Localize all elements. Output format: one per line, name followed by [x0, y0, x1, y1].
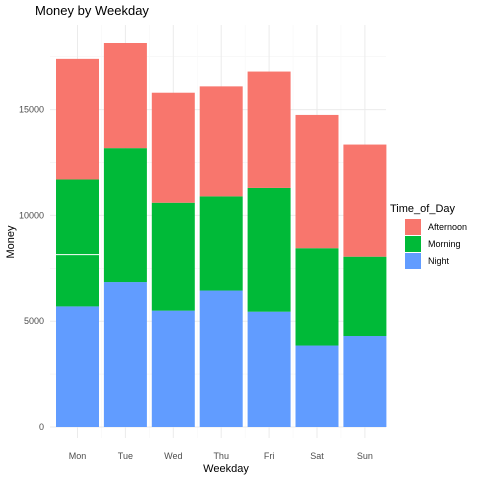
- legend-label-night: Night: [428, 256, 450, 266]
- x-tick-label: Thu: [213, 451, 229, 461]
- bar-segment-afternoon: [247, 71, 291, 188]
- legend-key-morning: [405, 236, 421, 252]
- bar-segment-morning: [56, 179, 99, 307]
- y-axis-title: Money: [5, 225, 17, 259]
- x-tick-label: Sun: [357, 451, 373, 461]
- bar-segment-afternoon: [295, 114, 339, 249]
- bar-segment-morning: [151, 202, 195, 311]
- bar-segment-night: [103, 282, 147, 427]
- x-axis-title: Weekday: [203, 463, 249, 475]
- legend-key-night: [405, 253, 421, 269]
- chart-title: Money by Weekday: [35, 3, 149, 18]
- bar-segment-morning: [343, 256, 387, 337]
- bar-segment-night: [151, 310, 195, 427]
- bar-segment-night: [343, 336, 387, 427]
- legend-label-morning: Morning: [428, 239, 461, 249]
- legend-title: Time_of_Day: [390, 203, 456, 215]
- y-tick-label: 10000: [19, 210, 44, 220]
- x-tick-label: Wed: [164, 451, 182, 461]
- y-tick-label: 15000: [19, 105, 44, 115]
- y-tick-label: 0: [39, 422, 44, 432]
- bar-segment-afternoon: [343, 144, 387, 257]
- bar-segment-morning: [295, 248, 339, 346]
- legend-key-afternoon: [405, 219, 421, 235]
- bar-segment-afternoon: [199, 86, 243, 197]
- bar-segment-morning: [199, 196, 243, 291]
- bar-segment-morning: [103, 148, 147, 283]
- x-tick-label: Tue: [118, 451, 133, 461]
- x-tick-label: Mon: [69, 451, 87, 461]
- legend: Time_of_Day Afternoon Morning Night: [390, 203, 467, 269]
- bar-segment-night: [199, 290, 243, 427]
- bar-segment-afternoon: [151, 92, 195, 203]
- x-tick-label: Sat: [310, 451, 324, 461]
- x-tick-label: Fri: [264, 451, 275, 461]
- bar-segment-afternoon: [56, 58, 99, 180]
- bar-segment-night: [56, 306, 99, 427]
- bar-segment-morning: [247, 187, 291, 312]
- bar-segment-night: [247, 311, 291, 427]
- bar-segment-afternoon: [103, 43, 147, 149]
- y-tick-label: 5000: [24, 316, 44, 326]
- legend-label-afternoon: Afternoon: [428, 222, 467, 232]
- plot-panel: 0 5000 10000 15000 Mon Tue Wed Thu Fri Sat Sun: [19, 25, 387, 461]
- bar-segment-night: [295, 345, 339, 427]
